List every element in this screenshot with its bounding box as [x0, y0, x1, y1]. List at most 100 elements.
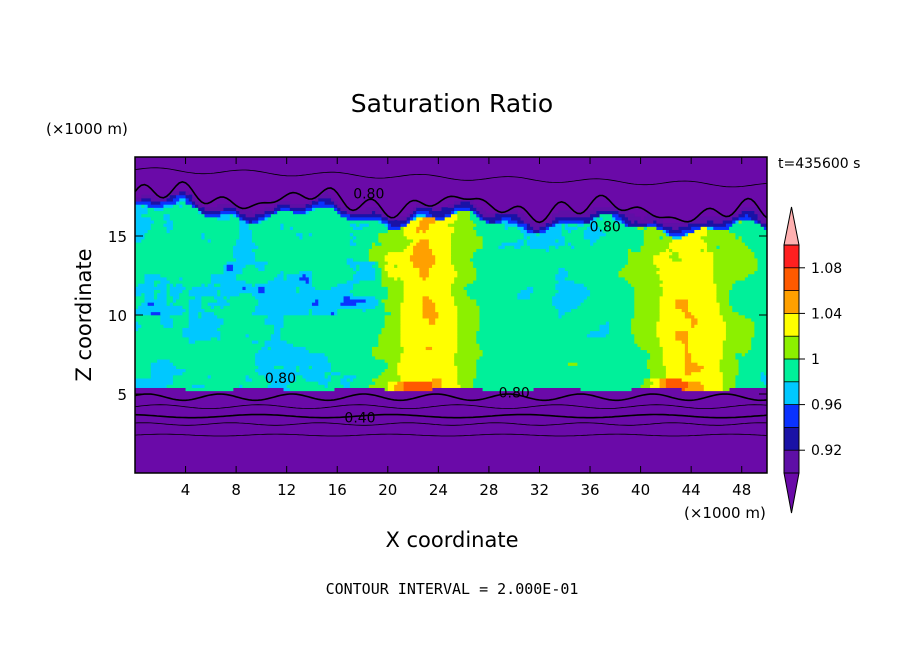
field-cell [748, 213, 758, 218]
field-cell [444, 213, 452, 218]
field-cell [340, 371, 382, 376]
field-cell [438, 314, 458, 319]
field-cell [738, 213, 746, 218]
field-cell [229, 213, 234, 218]
field-cell [353, 232, 379, 237]
field-cell [643, 226, 648, 230]
field-cell [188, 324, 221, 328]
field-cell [397, 381, 404, 385]
field-cell [280, 226, 284, 230]
field-cell [454, 226, 474, 230]
field-cell [270, 346, 307, 351]
field-cell [365, 298, 379, 303]
field-cell [384, 302, 401, 306]
field-cell [267, 260, 348, 265]
field-cell [176, 194, 186, 199]
field-cell [277, 210, 294, 215]
field-cell [662, 352, 686, 357]
field-cell [372, 210, 376, 215]
field-cell [400, 355, 455, 360]
field-cell [665, 368, 686, 373]
field-cell [387, 387, 395, 392]
field-cell [428, 242, 452, 246]
contour-label: 0.80 [499, 385, 530, 401]
field-cell [135, 295, 145, 300]
contour-line [135, 167, 767, 188]
field-cell [255, 355, 329, 360]
field-cell [454, 200, 461, 205]
field-cell [283, 226, 291, 230]
field-cell [365, 207, 379, 212]
field-cell [349, 289, 389, 294]
field-cell [302, 273, 307, 278]
field-cell [656, 219, 664, 224]
field-cell [763, 381, 767, 385]
x-axis-ticks: 4 8 12 16 20 24 28 32 36 40 44 48 [181, 157, 751, 499]
field-cell [144, 235, 202, 240]
field-cell [311, 302, 319, 306]
colorbar-under-arrow [783, 472, 800, 514]
field-cell [353, 267, 357, 272]
field-cell [694, 324, 727, 328]
field-cell [169, 289, 183, 294]
field-cell [293, 226, 354, 230]
field-cell [691, 324, 695, 328]
field-cell [672, 235, 683, 240]
field-cell [387, 223, 392, 227]
field-cell [571, 308, 635, 313]
field-cell [609, 324, 632, 328]
field-cell [653, 381, 660, 385]
field-cell [188, 311, 199, 316]
field-cell [713, 267, 758, 272]
contour-label: 0.40 [344, 411, 375, 427]
field-cell [665, 377, 683, 382]
field-cell [643, 377, 651, 382]
field-cell [299, 276, 310, 281]
field-cell [495, 213, 518, 218]
field-cell [479, 327, 600, 332]
field-cell [659, 273, 714, 278]
field-cell [681, 339, 689, 344]
field-cell [688, 302, 720, 306]
field-cell [384, 267, 420, 272]
field-cell [147, 207, 155, 212]
field-cell [627, 216, 641, 221]
field-cell [217, 336, 221, 341]
field-cell [381, 219, 389, 224]
field-cell [223, 270, 243, 275]
field-cell [375, 210, 386, 215]
field-cell [659, 377, 667, 382]
field-cell [646, 213, 654, 218]
field-cell [289, 207, 307, 212]
field-cell [454, 264, 474, 268]
field-cell [141, 194, 155, 199]
field-cell [245, 264, 256, 268]
field-cell [688, 381, 702, 385]
field-cell [198, 207, 205, 212]
field-cell [684, 314, 695, 319]
field-cell [311, 200, 319, 205]
field-cell [220, 289, 259, 294]
field-cell [675, 305, 689, 309]
field-cell [135, 223, 152, 227]
field-cell [558, 267, 566, 272]
field-cell [400, 305, 423, 309]
field-cell [327, 384, 344, 388]
field-cell [381, 283, 404, 287]
field-cell [627, 260, 654, 265]
x-tick-label: 32 [530, 481, 549, 499]
field-cell [422, 276, 427, 281]
field-cell [179, 197, 186, 202]
field-cell [330, 197, 335, 202]
field-cell [688, 343, 724, 347]
field-cell [251, 311, 310, 316]
field-cell [204, 207, 224, 212]
field-cell [659, 384, 667, 388]
field-cell [432, 384, 442, 388]
field-cell [419, 229, 423, 234]
field-cell [176, 298, 190, 303]
field-cell [135, 283, 139, 287]
field-cell [523, 238, 528, 243]
field-cell [751, 343, 767, 347]
field-cell [716, 286, 733, 291]
